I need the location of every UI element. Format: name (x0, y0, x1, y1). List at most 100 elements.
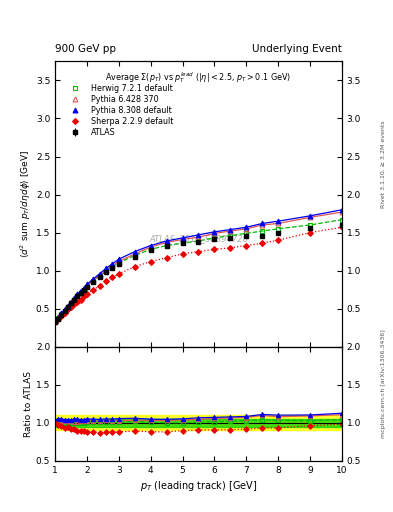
Sherpa 2.2.9 default (148, 259, 153, 265)
Pythia 6.428 370 (164, 240, 169, 246)
Pythia 6.428 370 (69, 300, 73, 306)
Pythia 6.428 370 (132, 251, 137, 257)
Herwig 7.2.1 default (196, 238, 201, 244)
Pythia 8.308 default (104, 265, 108, 271)
Line: Pythia 8.308 default: Pythia 8.308 default (53, 207, 344, 323)
Pythia 6.428 370 (81, 286, 86, 292)
Sherpa 2.2.9 default (196, 248, 201, 254)
Pythia 8.308 default (56, 314, 61, 320)
Pythia 6.428 370 (116, 259, 121, 265)
Pythia 6.428 370 (212, 230, 217, 237)
Pythia 6.428 370 (340, 209, 344, 215)
Pythia 8.308 default (72, 295, 77, 301)
Pythia 8.308 default (69, 298, 73, 305)
Sherpa 2.2.9 default (116, 271, 121, 277)
Pythia 8.308 default (78, 288, 83, 294)
Pythia 6.428 370 (72, 296, 77, 303)
Pythia 8.308 default (53, 318, 57, 324)
Herwig 7.2.1 default (69, 300, 73, 306)
Pythia 8.308 default (59, 310, 64, 316)
Pythia 8.308 default (84, 281, 89, 287)
Pythia 8.308 default (91, 276, 95, 282)
Pythia 6.428 370 (65, 303, 70, 309)
Herwig 7.2.1 default (212, 235, 217, 241)
Herwig 7.2.1 default (308, 222, 312, 228)
Pythia 8.308 default (244, 224, 249, 230)
Text: Average $\Sigma(p_T)$ vs $p_T^{lead}$ ($|\eta| < 2.5$, $p_T > 0.1$ GeV): Average $\Sigma(p_T)$ vs $p_T^{lead}$ ($… (105, 70, 292, 85)
Text: Underlying Event: Underlying Event (252, 44, 342, 54)
Sherpa 2.2.9 default (91, 287, 95, 293)
Pythia 8.308 default (116, 256, 121, 262)
Pythia 6.428 370 (148, 244, 153, 250)
Herwig 7.2.1 default (53, 318, 57, 325)
Y-axis label: Ratio to ATLAS: Ratio to ATLAS (24, 371, 33, 437)
Pythia 8.308 default (81, 285, 86, 291)
Sherpa 2.2.9 default (53, 318, 57, 325)
Herwig 7.2.1 default (97, 273, 102, 279)
Text: ATLAS_2010_S8894728: ATLAS_2010_S8894728 (149, 234, 248, 243)
Sherpa 2.2.9 default (132, 264, 137, 270)
Herwig 7.2.1 default (340, 217, 344, 223)
Herwig 7.2.1 default (91, 278, 95, 284)
Pythia 8.308 default (260, 220, 264, 226)
Sherpa 2.2.9 default (72, 301, 77, 307)
Pythia 8.308 default (228, 226, 233, 232)
Sherpa 2.2.9 default (62, 310, 67, 316)
Pythia 6.428 370 (228, 228, 233, 234)
Herwig 7.2.1 default (72, 297, 77, 304)
Herwig 7.2.1 default (81, 287, 86, 293)
Sherpa 2.2.9 default (75, 298, 80, 305)
Sherpa 2.2.9 default (110, 274, 115, 281)
Pythia 6.428 370 (104, 267, 108, 273)
Pythia 8.308 default (97, 271, 102, 277)
Sherpa 2.2.9 default (212, 246, 217, 252)
Herwig 7.2.1 default (244, 230, 249, 237)
Pythia 6.428 370 (91, 278, 95, 284)
Sherpa 2.2.9 default (164, 254, 169, 261)
Herwig 7.2.1 default (116, 260, 121, 266)
Text: Rivet 3.1.10, ≥ 3.2M events: Rivet 3.1.10, ≥ 3.2M events (381, 120, 386, 208)
Pythia 8.308 default (110, 261, 115, 267)
Herwig 7.2.1 default (78, 290, 83, 296)
Pythia 6.428 370 (62, 307, 67, 313)
Pythia 8.308 default (276, 218, 281, 224)
Herwig 7.2.1 default (56, 315, 61, 321)
Herwig 7.2.1 default (62, 308, 67, 314)
Pythia 6.428 370 (244, 226, 249, 232)
Sherpa 2.2.9 default (78, 296, 83, 303)
Herwig 7.2.1 default (148, 246, 153, 252)
Pythia 8.308 default (180, 235, 185, 241)
Pythia 6.428 370 (78, 289, 83, 295)
Herwig 7.2.1 default (104, 268, 108, 274)
Herwig 7.2.1 default (276, 226, 281, 232)
Pythia 6.428 370 (110, 262, 115, 268)
Herwig 7.2.1 default (110, 264, 115, 270)
Pythia 6.428 370 (75, 293, 80, 299)
Pythia 8.308 default (196, 232, 201, 238)
Legend: Herwig 7.2.1 default, Pythia 6.428 370, Pythia 8.308 default, Sherpa 2.2.9 defau: Herwig 7.2.1 default, Pythia 6.428 370, … (65, 82, 174, 139)
Pythia 6.428 370 (56, 315, 61, 321)
Sherpa 2.2.9 default (59, 313, 64, 319)
Sherpa 2.2.9 default (56, 316, 61, 323)
Herwig 7.2.1 default (65, 304, 70, 310)
Sherpa 2.2.9 default (97, 283, 102, 289)
Sherpa 2.2.9 default (260, 240, 264, 246)
Pythia 8.308 default (340, 207, 344, 213)
Herwig 7.2.1 default (132, 252, 137, 259)
Sherpa 2.2.9 default (228, 245, 233, 251)
Line: Sherpa 2.2.9 default: Sherpa 2.2.9 default (53, 225, 344, 324)
Pythia 8.308 default (212, 229, 217, 235)
Sherpa 2.2.9 default (81, 293, 86, 300)
Herwig 7.2.1 default (84, 284, 89, 290)
Sherpa 2.2.9 default (308, 229, 312, 236)
Sherpa 2.2.9 default (180, 251, 185, 257)
Herwig 7.2.1 default (180, 240, 185, 246)
Pythia 6.428 370 (59, 311, 64, 317)
Pythia 6.428 370 (84, 283, 89, 289)
Sherpa 2.2.9 default (244, 243, 249, 249)
Sherpa 2.2.9 default (69, 304, 73, 310)
Pythia 6.428 370 (260, 222, 264, 228)
Herwig 7.2.1 default (164, 243, 169, 249)
Pythia 8.308 default (75, 291, 80, 297)
Pythia 8.308 default (164, 238, 169, 244)
